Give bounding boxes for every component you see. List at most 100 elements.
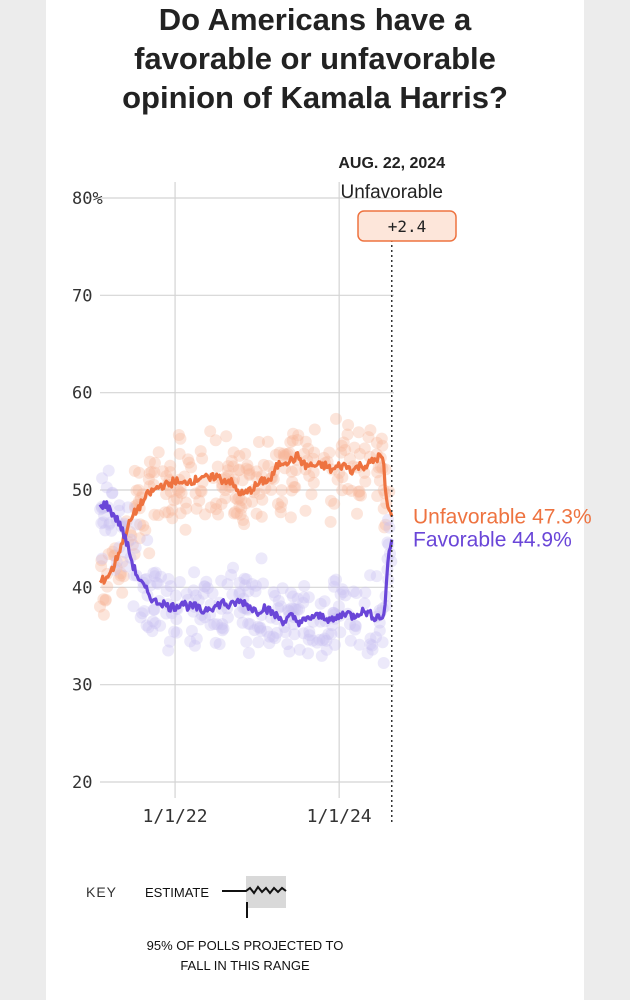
- poll-dot: [216, 618, 229, 631]
- poll-dot: [334, 626, 347, 639]
- poll-dot: [113, 499, 126, 512]
- poll-dot: [242, 647, 255, 659]
- poll-dot: [240, 462, 253, 475]
- poll-dot: [314, 597, 327, 610]
- poll-dot: [270, 626, 283, 639]
- current-date-annotation: AUG. 22, 2024 Unfavorable +2.4: [338, 155, 457, 822]
- y-tick-label: 20: [72, 773, 92, 793]
- poll-dot: [149, 566, 162, 579]
- poll-dot: [289, 481, 302, 494]
- poll-dot: [172, 429, 185, 441]
- poll-dot: [308, 446, 321, 459]
- poll-dot: [322, 628, 335, 640]
- poll-dot: [140, 619, 153, 632]
- poll-dot: [187, 584, 200, 597]
- poll-dot: [344, 618, 356, 631]
- poll-dot: [99, 594, 112, 607]
- poll-dot: [254, 621, 267, 634]
- poll-dot: [242, 464, 255, 476]
- poll-dot: [154, 619, 167, 632]
- poll-dot: [286, 590, 299, 603]
- poll-dot: [201, 582, 214, 595]
- poll-dot: [328, 497, 341, 510]
- poll-dot: [164, 580, 177, 593]
- poll-dot: [273, 446, 286, 459]
- poll-dot: [206, 587, 219, 600]
- poll-dot: [362, 431, 375, 444]
- poll-dot: [160, 470, 173, 483]
- poll-dot: [291, 592, 304, 605]
- margin-value: +2.4: [388, 217, 427, 236]
- key-label: KEY: [86, 884, 118, 900]
- poll-dot: [307, 476, 320, 489]
- poll-dot: [146, 615, 159, 628]
- poll-dot: [113, 504, 126, 517]
- poll-dot: [315, 649, 328, 662]
- poll-dot: [272, 498, 284, 510]
- poll-dot: [114, 567, 127, 580]
- poll-dot: [96, 552, 109, 565]
- y-tick-label: 30: [72, 676, 92, 696]
- poll-dot: [275, 484, 288, 497]
- poll-dot: [263, 637, 276, 650]
- poll-dot: [230, 507, 243, 520]
- poll-dot: [242, 585, 255, 598]
- poll-dot: [212, 508, 225, 521]
- poll-dot: [372, 461, 385, 474]
- y-tick-label: 50: [72, 481, 92, 501]
- poll-dot: [253, 488, 266, 500]
- chart-card: [46, 0, 584, 1000]
- poll-dot: [277, 449, 290, 462]
- poll-dot: [183, 456, 196, 469]
- poll-dot: [129, 541, 142, 554]
- poll-dot: [130, 484, 143, 497]
- poll-dot: [337, 436, 350, 449]
- poll-dot: [242, 617, 255, 630]
- poll-dot: [134, 518, 147, 531]
- series-line-favorable: [98, 500, 394, 628]
- series-end-label-favorable: Favorable 44.9%: [413, 529, 572, 552]
- poll-dot: [133, 466, 146, 479]
- poll-dot: [370, 436, 383, 449]
- poll-dot: [318, 595, 331, 608]
- poll-dot: [302, 442, 315, 455]
- poll-dot: [246, 495, 259, 508]
- poll-dot: [255, 552, 268, 565]
- poll-dot: [185, 624, 198, 637]
- poll-dot: [316, 634, 329, 647]
- poll-dot: [330, 412, 342, 425]
- poll-dot: [350, 587, 363, 599]
- poll-dot: [373, 624, 386, 637]
- poll-dot: [308, 423, 321, 436]
- poll-dot: [155, 570, 167, 583]
- poll-dot: [349, 623, 362, 636]
- poll-dot: [220, 430, 233, 443]
- poll-dot: [94, 600, 106, 613]
- poll-dot: [100, 481, 113, 494]
- poll-dot: [328, 580, 340, 593]
- poll-dot: [139, 524, 152, 537]
- poll-dot: [233, 449, 246, 462]
- poll-dot: [375, 432, 388, 445]
- poll-dot: [320, 634, 333, 647]
- poll-dot: [334, 588, 347, 601]
- poll-dot: [236, 474, 249, 487]
- poll-dot: [174, 507, 187, 520]
- x-tick-label: 1/1/24: [307, 806, 372, 827]
- poll-dot: [343, 452, 356, 465]
- current-date-label: AUG. 22, 2024: [338, 155, 445, 172]
- poll-dot: [225, 455, 238, 467]
- poll-dot: [103, 518, 116, 531]
- poll-dot: [299, 504, 312, 517]
- poll-dot: [227, 561, 239, 574]
- poll-dot: [371, 466, 384, 479]
- poll-dot: [168, 494, 180, 507]
- poll-dot: [164, 485, 177, 498]
- poll-dot: [208, 618, 221, 631]
- poll-dot: [305, 488, 318, 501]
- poll-dot: [106, 487, 119, 500]
- poll-dot: [376, 636, 389, 649]
- poll-dot: [209, 434, 222, 447]
- title-line-1: Do Americans have a: [158, 2, 472, 37]
- poll-dot: [98, 509, 111, 522]
